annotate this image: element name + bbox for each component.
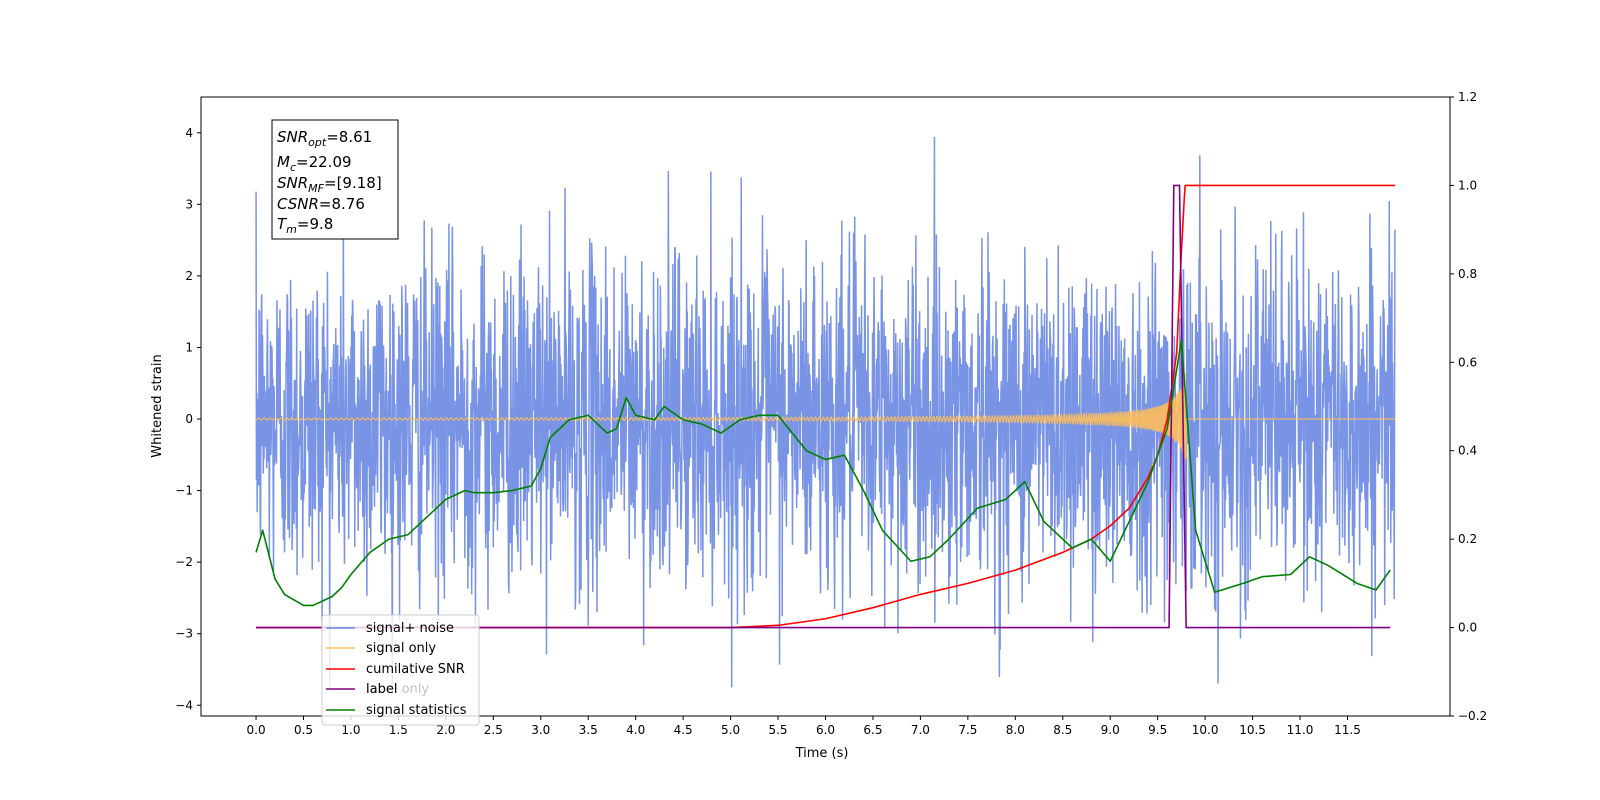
- y-tick-label: −1: [175, 484, 193, 498]
- x-tick-label: 7.0: [911, 723, 930, 737]
- y-tick-label: 0: [185, 412, 193, 426]
- y-tick-label: −4: [175, 698, 193, 712]
- y2-axis-ticks: 1.2 1.0 0.8 0.6 0.4 0.2 0.0 −0.2: [1450, 90, 1487, 723]
- y2-tick-label: 0.6: [1458, 355, 1477, 369]
- y2-tick-label: 1.2: [1458, 90, 1477, 104]
- y-axis-label: Whitened strain: [150, 354, 165, 457]
- y2-tick-label: −0.2: [1458, 709, 1487, 723]
- y-tick-label: 4: [185, 126, 193, 140]
- x-tick-label: 6.5: [863, 723, 882, 737]
- x-tick-label: 5.0: [721, 723, 740, 737]
- x-tick-label: 9.0: [1101, 723, 1120, 737]
- x-axis-ticks: 0.0 0.5 1.0 1.5 2.0 2.5 3.0 3.5 4.0 4.5 5.0 5.5 6.0 6…: [247, 716, 1361, 737]
- signal-statistics-line: [255, 339, 1391, 607]
- legend-label-signal-statistics: signal statistics: [366, 703, 467, 718]
- legend: label only signal+ noise signal only cum…: [321, 614, 480, 726]
- x-tick-label: 4.5: [674, 723, 693, 737]
- x-tick-label: 8.5: [1053, 723, 1072, 737]
- y2-tick-label: 0.8: [1458, 267, 1477, 281]
- plot-area: [255, 136, 1396, 688]
- x-tick-label: 4.0: [626, 723, 645, 737]
- signal-statistics-series: [255, 339, 1391, 607]
- x-tick-label: 0.0: [247, 723, 266, 737]
- signal-only-line: [255, 373, 1395, 462]
- label-series: [256, 184, 1391, 629]
- x-tick-label: 3.0: [531, 723, 550, 737]
- x-tick-label: 11.0: [1287, 723, 1314, 737]
- signal-noise-line: [255, 136, 1396, 688]
- y2-tick-label: 0.4: [1458, 444, 1477, 458]
- info-snr-mf: SNRMF=[9.18]: [277, 174, 382, 195]
- x-tick-label: 11.5: [1334, 723, 1361, 737]
- y2-tick-label: 1.0: [1458, 178, 1477, 192]
- signal-noise-series: [255, 136, 1396, 688]
- y2-tick-label: 0.2: [1458, 532, 1477, 546]
- legend-label-signal-noise: signal+ noise: [366, 621, 454, 636]
- info-tm: Tm=9.8: [277, 215, 333, 236]
- info-box: SNRopt=8.61 Mc=22.09 SNRMF=[9.18] CSNR=8…: [271, 119, 399, 240]
- signal-only-series: [255, 373, 1395, 462]
- y-axis-ticks: 4 3 2 1 0 −1 −2 −3 −4: [175, 126, 201, 712]
- label-line: [256, 184, 1391, 629]
- legend-overlapped-text: label only: [366, 682, 429, 697]
- legend-label-cumilative-snr: cumilative SNR: [366, 662, 465, 677]
- info-snr-opt: SNRopt=8.61: [277, 128, 372, 149]
- info-box-frame: [271, 119, 399, 240]
- legend-frame: [321, 614, 480, 726]
- x-tick-label: 2.0: [436, 723, 455, 737]
- legend-label-label: label: [366, 682, 397, 697]
- x-tick-label: 10.5: [1239, 723, 1266, 737]
- y-tick-label: 3: [185, 197, 193, 211]
- info-csnr: CSNR=8.76: [277, 195, 365, 213]
- x-tick-label: 0.5: [294, 723, 313, 737]
- x-tick-label: 5.5: [768, 723, 787, 737]
- x-tick-label: 1.5: [389, 723, 408, 737]
- x-tick-label: 3.5: [579, 723, 598, 737]
- y-tick-label: 1: [185, 340, 193, 354]
- x-tick-label: 8.0: [1006, 723, 1025, 737]
- y-tick-label: −3: [175, 627, 193, 641]
- y-tick-label: 2: [185, 269, 193, 283]
- x-tick-label: 1.0: [341, 723, 360, 737]
- x-tick-label: 9.5: [1148, 723, 1167, 737]
- x-tick-label: 7.5: [958, 723, 977, 737]
- legend-label-signal-only: signal only: [366, 641, 436, 656]
- x-tick-label: 10.0: [1192, 723, 1219, 737]
- y2-tick-label: 0.0: [1458, 621, 1477, 635]
- info-mc: Mc=22.09: [277, 153, 352, 174]
- x-tick-label: 2.5: [484, 723, 503, 737]
- x-axis-label: Time (s): [795, 746, 849, 761]
- y-tick-label: −2: [175, 555, 193, 569]
- x-tick-label: 6.0: [816, 723, 835, 737]
